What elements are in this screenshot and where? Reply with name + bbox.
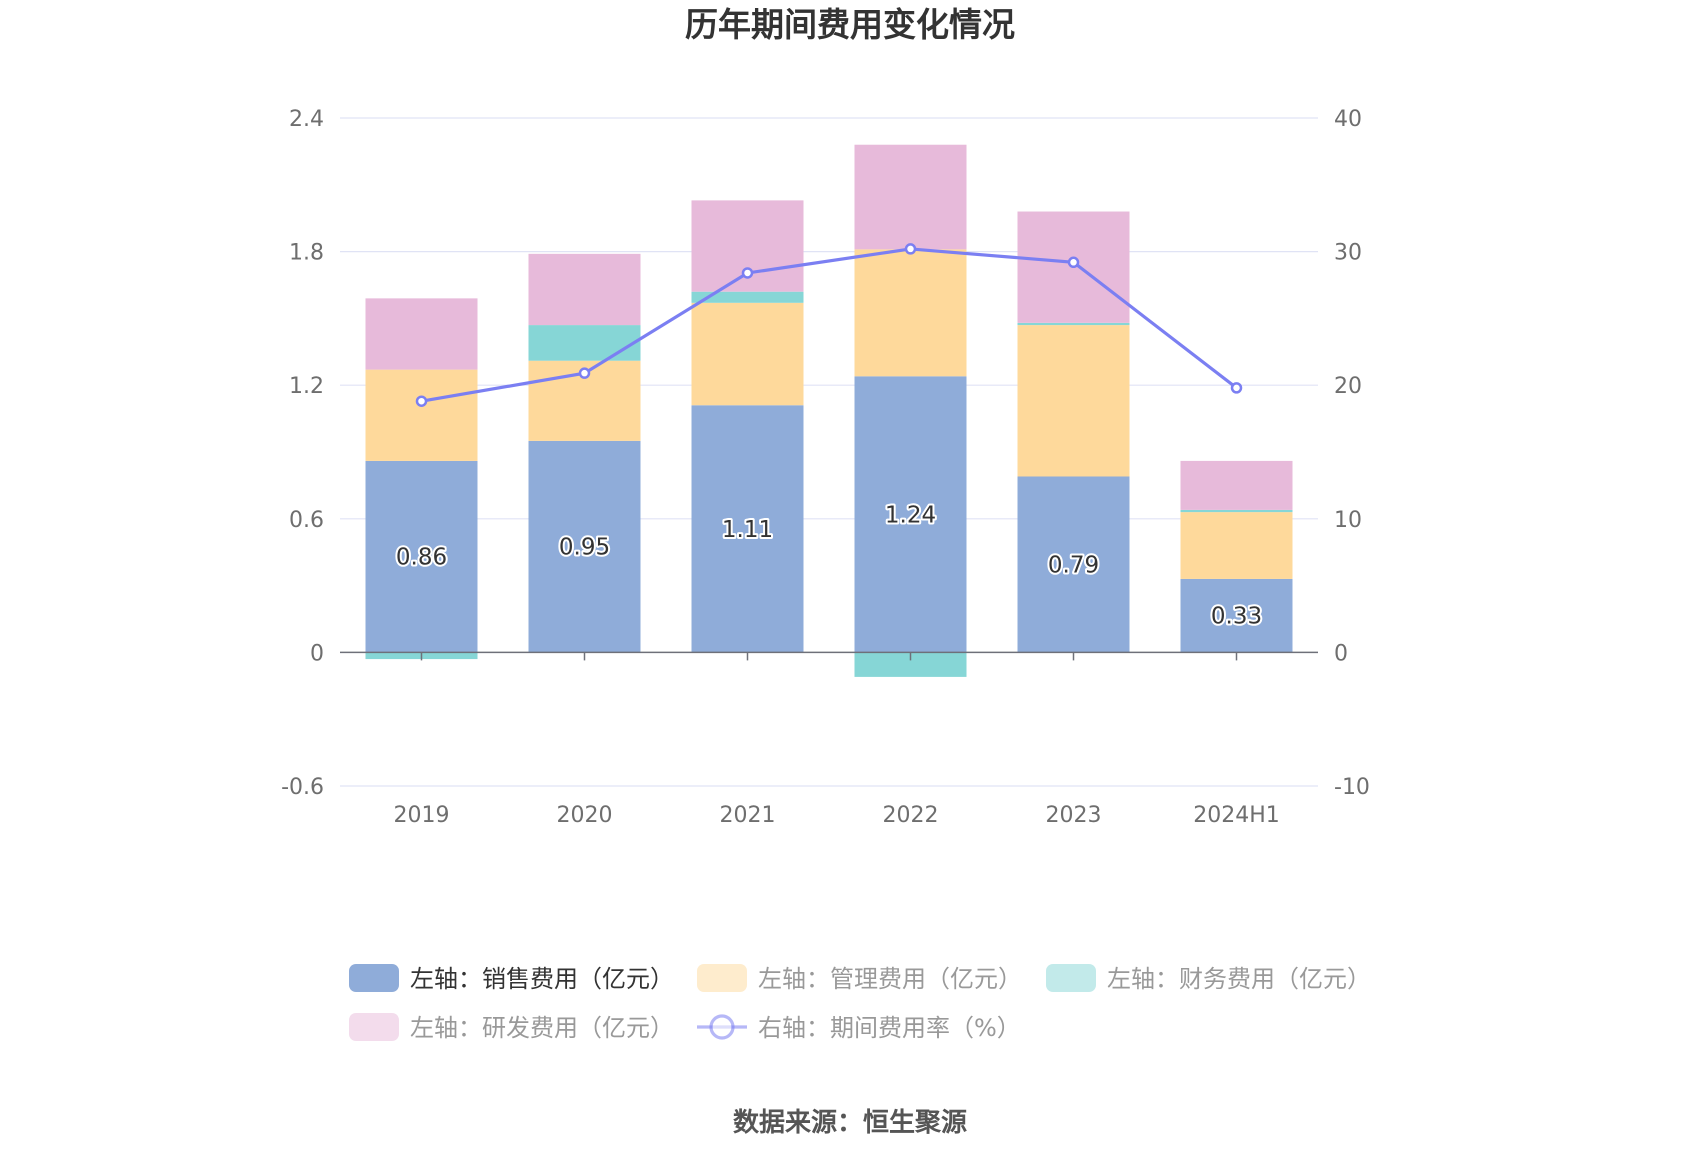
legend-swatch bbox=[1046, 964, 1096, 992]
data-label: 0.79 bbox=[1048, 552, 1099, 578]
source-note: 数据来源：恒生聚源 bbox=[733, 1108, 967, 1138]
data-label: 1.11 bbox=[722, 517, 773, 543]
bar-segment bbox=[854, 144, 967, 250]
legend-label: 左轴：管理费用（亿元） bbox=[758, 965, 1022, 993]
line-point bbox=[1230, 382, 1243, 394]
bar-segment bbox=[1017, 476, 1130, 653]
data-label: 0.86 bbox=[396, 545, 447, 571]
axes: 2.4 1.8 1.2 0.6 0 -0.6 40 30 20 10 0 -10 2019 2020 202… bbox=[281, 107, 1370, 828]
legend-item[interactable]: 左轴：管理费用（亿元） bbox=[697, 964, 1022, 993]
bar-segment bbox=[854, 376, 967, 653]
line-point bbox=[1067, 256, 1080, 269]
legend-item[interactable]: 左轴：研发费用（亿元） bbox=[349, 1013, 674, 1042]
legend-label: 左轴：财务费用（亿元） bbox=[1107, 965, 1371, 993]
x-tick-label: 2023 bbox=[1046, 803, 1102, 828]
legend[interactable]: 左轴：销售费用（亿元） 左轴：管理费用（亿元） 左轴：财务费用（亿元） 左轴：研发费用… bbox=[349, 964, 1371, 1042]
legend-item[interactable]: 左轴：财务费用（亿元） bbox=[1046, 964, 1371, 993]
data-labels: 0.86 0.95 1.11 1.24 0.79 0.33 bbox=[394, 500, 1264, 631]
bar-segment bbox=[691, 302, 804, 406]
x-tick-label: 2019 bbox=[394, 803, 450, 828]
data-label: 0.95 bbox=[559, 535, 610, 561]
y-left-tick-label: 2.4 bbox=[289, 107, 324, 132]
bar-segment bbox=[1017, 322, 1130, 326]
y-left-tick-label: 0 bbox=[310, 641, 324, 666]
line-series bbox=[421, 247, 1238, 403]
y-right-tick-label: 30 bbox=[1334, 241, 1362, 266]
bar-segment bbox=[691, 291, 804, 303]
y-right-tick-label: -10 bbox=[1334, 775, 1370, 800]
bars bbox=[365, 144, 1293, 677]
legend-point-icon bbox=[709, 1014, 735, 1040]
x-tick-label: 2021 bbox=[720, 803, 776, 828]
x-tick-label: 2020 bbox=[557, 803, 613, 828]
rate-line bbox=[415, 243, 1243, 407]
legend-item[interactable]: 左轴：销售费用（亿元） bbox=[349, 964, 674, 993]
grid bbox=[340, 117, 1318, 787]
data-label: 0.33 bbox=[1211, 604, 1262, 630]
x-tick-label: 2024H1 bbox=[1193, 803, 1280, 828]
line-point bbox=[578, 367, 591, 379]
y-right-tick-label: 20 bbox=[1334, 374, 1362, 399]
legend-swatch bbox=[697, 964, 747, 992]
bar-segment bbox=[1180, 512, 1293, 579]
line-point bbox=[904, 243, 917, 255]
data-label: 1.24 bbox=[885, 502, 936, 528]
bar-segment bbox=[1017, 325, 1130, 477]
bar-segment bbox=[691, 405, 804, 653]
y-left-tick-label: 1.8 bbox=[289, 241, 324, 266]
y-right-tick-label: 10 bbox=[1334, 508, 1362, 533]
bar-segment bbox=[365, 460, 478, 653]
y-left-tick-label: -0.6 bbox=[281, 775, 324, 800]
bar-segment bbox=[365, 369, 478, 461]
bar-segment bbox=[1180, 578, 1293, 653]
legend-swatch bbox=[349, 1013, 399, 1041]
x-tick-label: 2022 bbox=[883, 803, 939, 828]
legend-item[interactable]: 右轴：期间费用率（%） bbox=[697, 1014, 1021, 1042]
legend-label: 右轴：期间费用率（%） bbox=[758, 1014, 1021, 1042]
bar-segment bbox=[1180, 460, 1293, 510]
bar-segment bbox=[1180, 509, 1293, 513]
line-point bbox=[415, 395, 428, 407]
y-left-tick-label: 1.2 bbox=[289, 374, 324, 399]
y-right-tick-label: 40 bbox=[1334, 107, 1362, 132]
legend-label: 左轴：销售费用（亿元） bbox=[410, 965, 674, 993]
bar-segment bbox=[528, 440, 641, 653]
bar-segment bbox=[854, 249, 967, 377]
y-left-tick-label: 0.6 bbox=[289, 508, 324, 533]
chart-title: 历年期间费用变化情况 bbox=[685, 5, 1015, 44]
y-right-tick-label: 0 bbox=[1334, 641, 1348, 666]
legend-swatch bbox=[349, 964, 399, 992]
line-point bbox=[741, 267, 754, 279]
legend-label: 左轴：研发费用（亿元） bbox=[410, 1014, 674, 1042]
bar-segment bbox=[528, 325, 641, 361]
bar-segment bbox=[365, 298, 478, 370]
bar-segment bbox=[528, 253, 641, 326]
